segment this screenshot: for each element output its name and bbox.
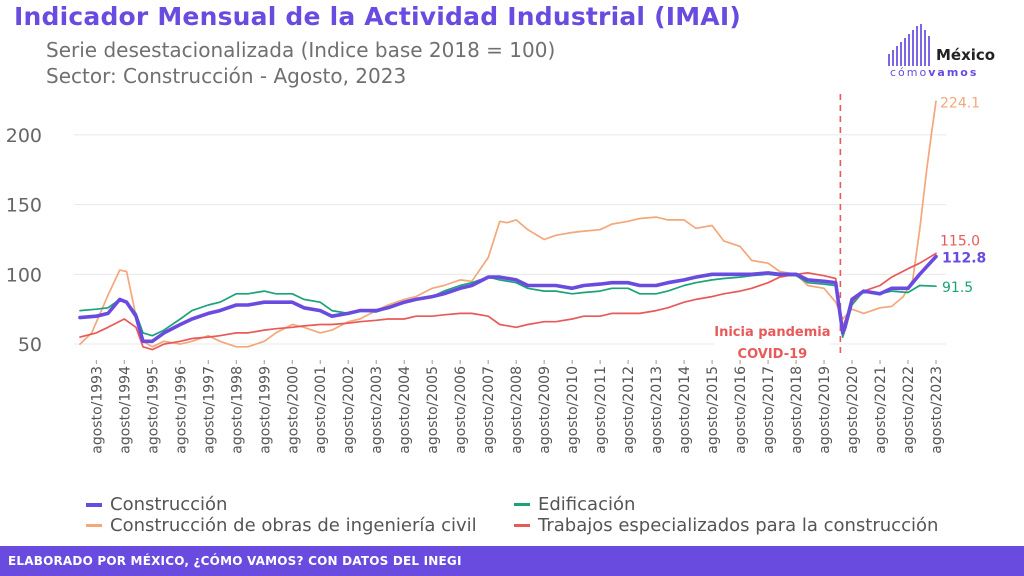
x-tick-label: agosto/1994 <box>117 366 133 454</box>
series-line-ingenieria <box>79 100 937 348</box>
chart-subtitle: Serie desestacionalizada (Indice base 20… <box>46 38 556 62</box>
y-tick-labels: 50 100 150 200 <box>6 125 42 356</box>
legend-item-especializados: Trabajos especializados para la construc… <box>514 515 938 536</box>
legend-item-construccion: Construcción <box>86 494 227 515</box>
x-tick-label: agosto/2009 <box>537 366 553 454</box>
chart-sector-subtitle: Sector: Construcción - Agosto, 2023 <box>46 64 407 88</box>
chart-title: Indicador Mensual de la Actividad Indust… <box>14 2 741 31</box>
logo-tagline-light: cómo <box>890 66 929 79</box>
x-tick-label: agosto/1999 <box>257 366 273 454</box>
x-tick-label: agosto/2010 <box>565 366 581 454</box>
end-label-especializados: 115.0 <box>940 233 980 249</box>
x-tick-label: agosto/2006 <box>453 366 469 454</box>
annotation-background <box>714 316 831 358</box>
x-tick-label: agosto/2014 <box>677 366 693 454</box>
x-tick-label: agosto/1998 <box>229 366 245 454</box>
x-tick-label: agosto/1997 <box>201 366 217 454</box>
x-tick-label: agosto/2001 <box>313 366 329 454</box>
x-tick-label: agosto/2011 <box>593 366 609 454</box>
legend-label-edificacion: Edificación <box>538 494 636 515</box>
legend-swatch-especializados <box>514 524 530 527</box>
y-tick-label: 100 <box>6 264 42 286</box>
logo-tagline: cómovamos <box>890 66 978 79</box>
x-tick-label: agosto/2020 <box>845 366 861 454</box>
end-label-edificacion: 91.5 <box>942 280 973 296</box>
x-tick-label: agosto/1996 <box>173 366 189 454</box>
x-tick-label: agosto/2007 <box>481 366 497 454</box>
x-tick-label: agosto/2021 <box>873 366 889 454</box>
logo-tagline-bold: vamos <box>928 66 979 79</box>
series-line-edificacion <box>79 273 937 338</box>
y-tick-label: 200 <box>6 125 42 147</box>
legend-label-construccion: Construcción <box>110 494 228 515</box>
footer-source-text: ELABORADO POR MÉXICO, ¿CÓMO VAMOS? CON D… <box>8 554 462 568</box>
x-tick-label: agosto/2005 <box>425 366 441 454</box>
legend-label-ingenieria: Construcción de obras de ingeniería civi… <box>110 515 477 536</box>
x-tick-label: agosto/1993 <box>89 366 105 454</box>
footer-bar: ELABORADO POR MÉXICO, ¿CÓMO VAMOS? CON D… <box>0 546 1024 576</box>
x-tick-label: agosto/2003 <box>369 366 385 454</box>
legend-swatch-edificacion <box>514 503 530 506</box>
x-tick-label: agosto/2004 <box>397 366 413 454</box>
x-tick-label: agosto/2000 <box>285 366 301 454</box>
grid-lines <box>74 134 946 345</box>
legend-item-edificacion: Edificación <box>514 494 635 515</box>
x-tick-label: agosto/2013 <box>649 366 665 454</box>
series-line-construccion <box>78 254 938 344</box>
x-tick-label: agosto/2016 <box>733 366 749 454</box>
end-label-construccion: 112.8 <box>942 250 986 266</box>
x-tick-labels: agosto/1993 agosto/1994 agosto/1995 agosto/… <box>89 360 945 454</box>
x-tick-label: agosto/2019 <box>817 366 833 454</box>
series-lines <box>78 100 938 351</box>
pandemic-annotation: Inicia pandemia COVID-19 <box>714 94 842 362</box>
legend-swatch-ingenieria <box>86 524 102 527</box>
legend-swatch-construccion <box>86 502 102 507</box>
end-label-ingenieria: 224.1 <box>940 95 980 111</box>
series-line-especializados <box>79 252 937 351</box>
y-tick-label: 50 <box>18 334 42 356</box>
logo-name: México <box>936 46 996 64</box>
x-tick-label: agosto/2018 <box>789 366 805 454</box>
x-tick-label: agosto/2022 <box>901 366 917 454</box>
logo-bars-icon <box>888 24 932 66</box>
x-tick-label: agosto/2012 <box>621 366 637 454</box>
annotation-line2: COVID-19 <box>738 347 808 362</box>
x-tick-label: agosto/2017 <box>761 366 777 454</box>
legend-label-especializados: Trabajos especializados para la construc… <box>538 515 939 536</box>
x-tick-label: agosto/2008 <box>509 366 525 454</box>
annotation-line1: Inicia pandemia <box>714 325 830 340</box>
legend-item-ingenieria: Construcción de obras de ingeniería civi… <box>86 515 477 536</box>
x-tick-label: agosto/2002 <box>341 366 357 454</box>
x-tick-label: agosto/1995 <box>145 366 161 454</box>
x-tick-label: agosto/2023 <box>929 366 945 454</box>
x-tick-label: agosto/2015 <box>705 366 721 454</box>
mexico-como-vamos-logo: México cómovamos <box>888 22 1006 82</box>
y-tick-label: 150 <box>6 195 42 217</box>
